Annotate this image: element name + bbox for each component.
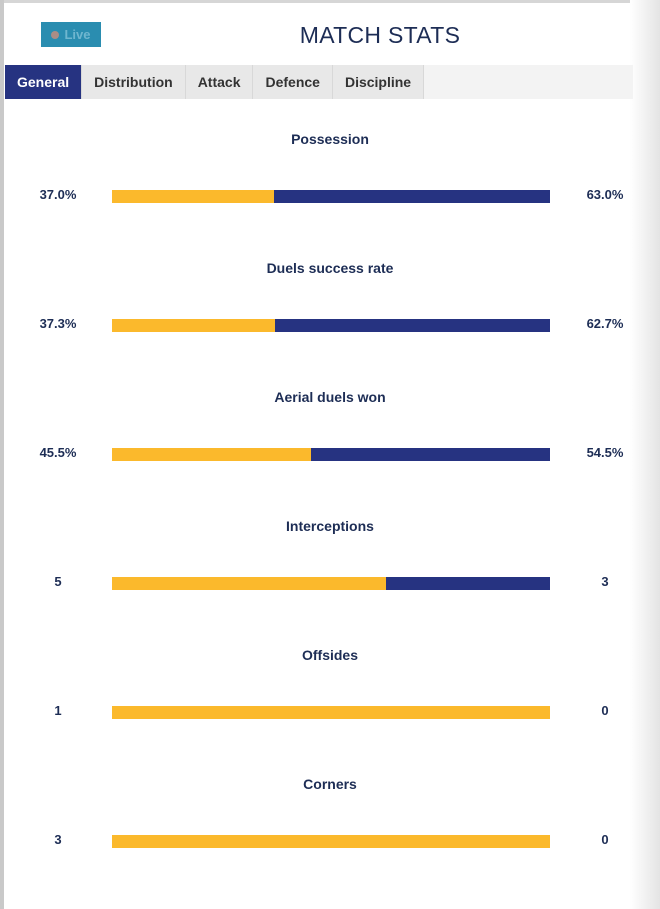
stat-bar: [112, 706, 550, 719]
window-border: [0, 0, 660, 3]
window-shadow: [630, 0, 660, 909]
home-value: 37.0%: [39, 187, 77, 202]
stat-bar: [112, 577, 550, 590]
stat-bar: [112, 835, 550, 848]
page-title: MATCH STATS: [299, 22, 461, 48]
tab-defence[interactable]: Defence: [253, 65, 333, 99]
tab-attack[interactable]: Attack: [185, 65, 254, 99]
home-value: 1: [54, 703, 62, 718]
home-bar-fill: [112, 190, 275, 203]
away-value: 0: [601, 703, 609, 718]
away-value: 63.0%: [586, 187, 624, 202]
stat-bar: [112, 448, 550, 461]
stat-label: Corners: [303, 776, 357, 792]
home-value: 3: [54, 832, 62, 847]
live-badge[interactable]: Live: [41, 22, 101, 47]
stats-tabs: General Distribution Attack Defence Disc…: [5, 65, 633, 99]
tab-distribution[interactable]: Distribution: [82, 65, 186, 99]
home-bar-fill: [112, 577, 386, 590]
home-bar-fill: [112, 448, 312, 461]
stat-label: Interceptions: [286, 518, 374, 534]
stat-label: Duels success rate: [266, 260, 394, 276]
live-dot-icon: [51, 30, 60, 39]
home-bar-fill: [112, 835, 550, 848]
stat-label: Possession: [291, 131, 369, 147]
stat-bar: [112, 190, 550, 203]
home-bar-fill: [112, 706, 550, 719]
home-value: 37.3%: [39, 316, 77, 331]
away-value: 62.7%: [586, 316, 624, 331]
stat-label: Offsides: [301, 647, 358, 663]
away-value: 54.5%: [586, 445, 624, 460]
home-bar-fill: [112, 319, 276, 332]
tab-discipline[interactable]: Discipline: [332, 65, 425, 99]
stat-label: Aerial duels won: [274, 389, 386, 405]
away-value: 3: [601, 574, 609, 589]
live-label: Live: [64, 27, 91, 42]
home-value: 5: [54, 574, 62, 589]
window-border: [0, 0, 4, 909]
stat-bar: [112, 319, 550, 332]
away-value: 0: [601, 832, 609, 847]
tab-general[interactable]: General: [5, 65, 83, 99]
home-value: 45.5%: [39, 445, 77, 460]
